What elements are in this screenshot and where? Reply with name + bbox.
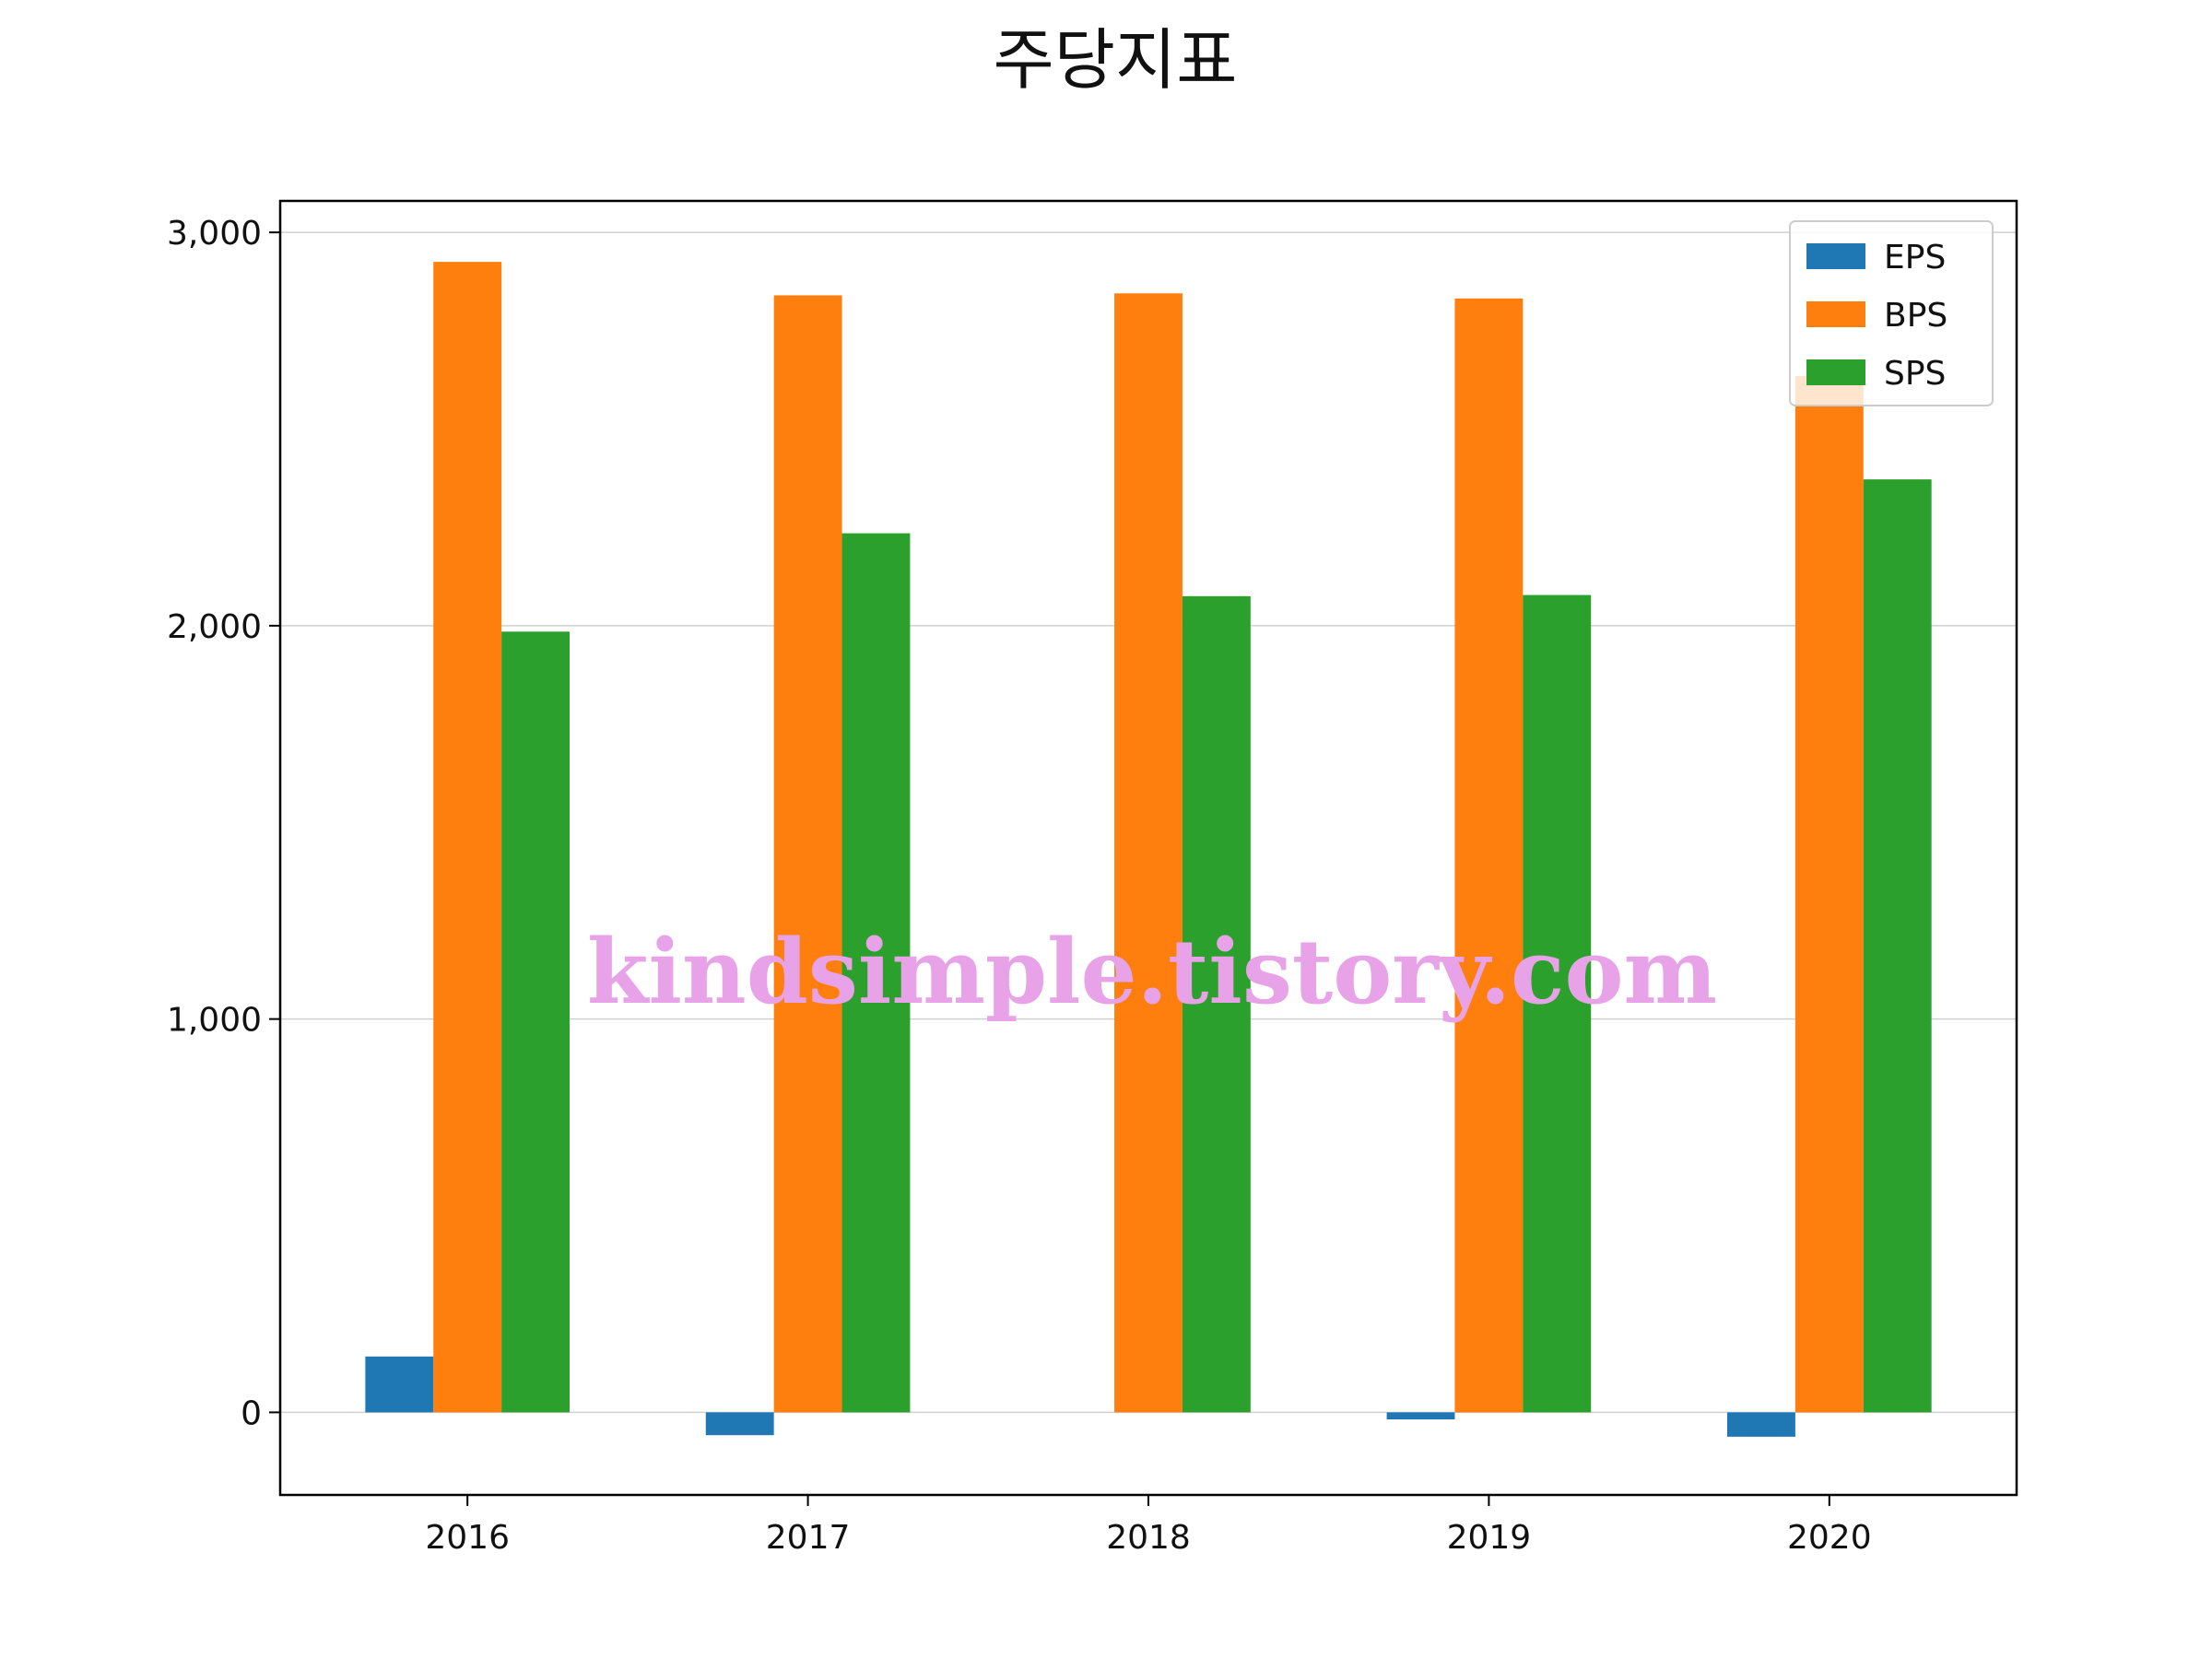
legend-swatch-eps <box>1806 243 1865 269</box>
legend-swatch-bps <box>1806 301 1865 327</box>
legend: EPS BPS SPS <box>1789 220 1994 406</box>
x-tick-label: 2017 <box>766 1519 851 1557</box>
bar-sps-2020 <box>1863 479 1932 1413</box>
bar-bps-2017 <box>773 295 842 1413</box>
legend-label-bps: BPS <box>1884 297 1947 335</box>
y-tick-label: 0 <box>241 1394 262 1432</box>
bar-sps-2018 <box>1182 595 1251 1413</box>
bar-bps-2019 <box>1454 298 1524 1413</box>
x-tick-label: 2016 <box>425 1519 510 1557</box>
y-axis: 0 1,000 2,000 3,000 <box>167 215 280 1432</box>
y-tick-label: 2,000 <box>167 608 262 646</box>
x-axis: 2016 2017 2018 2019 2020 <box>425 1495 1872 1557</box>
legend-swatch-sps <box>1806 359 1865 385</box>
bar-bps-2016 <box>433 262 502 1413</box>
bar-eps-2020 <box>1727 1412 1795 1437</box>
watermark: kindsimple.tistory.com <box>587 920 1717 1024</box>
y-tick-label: 1,000 <box>167 1002 262 1040</box>
bar-sps-2016 <box>501 631 570 1413</box>
plot-frame <box>278 199 2018 1497</box>
x-tick-label: 2018 <box>1106 1519 1191 1557</box>
bars <box>365 262 1932 1437</box>
bar-eps-2019 <box>1386 1412 1455 1420</box>
bar-bps-2018 <box>1114 293 1182 1413</box>
legend-label-sps: SPS <box>1884 355 1946 393</box>
bar-eps-2016 <box>365 1356 434 1413</box>
legend-label-eps: EPS <box>1884 239 1946 276</box>
bar-sps-2017 <box>841 533 911 1413</box>
x-tick-label: 2020 <box>1787 1519 1872 1557</box>
bar-sps-2019 <box>1523 594 1592 1413</box>
y-tick-label: 3,000 <box>167 215 262 253</box>
bar-bps-2020 <box>1794 375 1864 1413</box>
x-tick-label: 2019 <box>1447 1519 1532 1557</box>
chart-title: 주당지표 <box>994 21 1238 99</box>
bar-eps-2017 <box>705 1412 774 1436</box>
